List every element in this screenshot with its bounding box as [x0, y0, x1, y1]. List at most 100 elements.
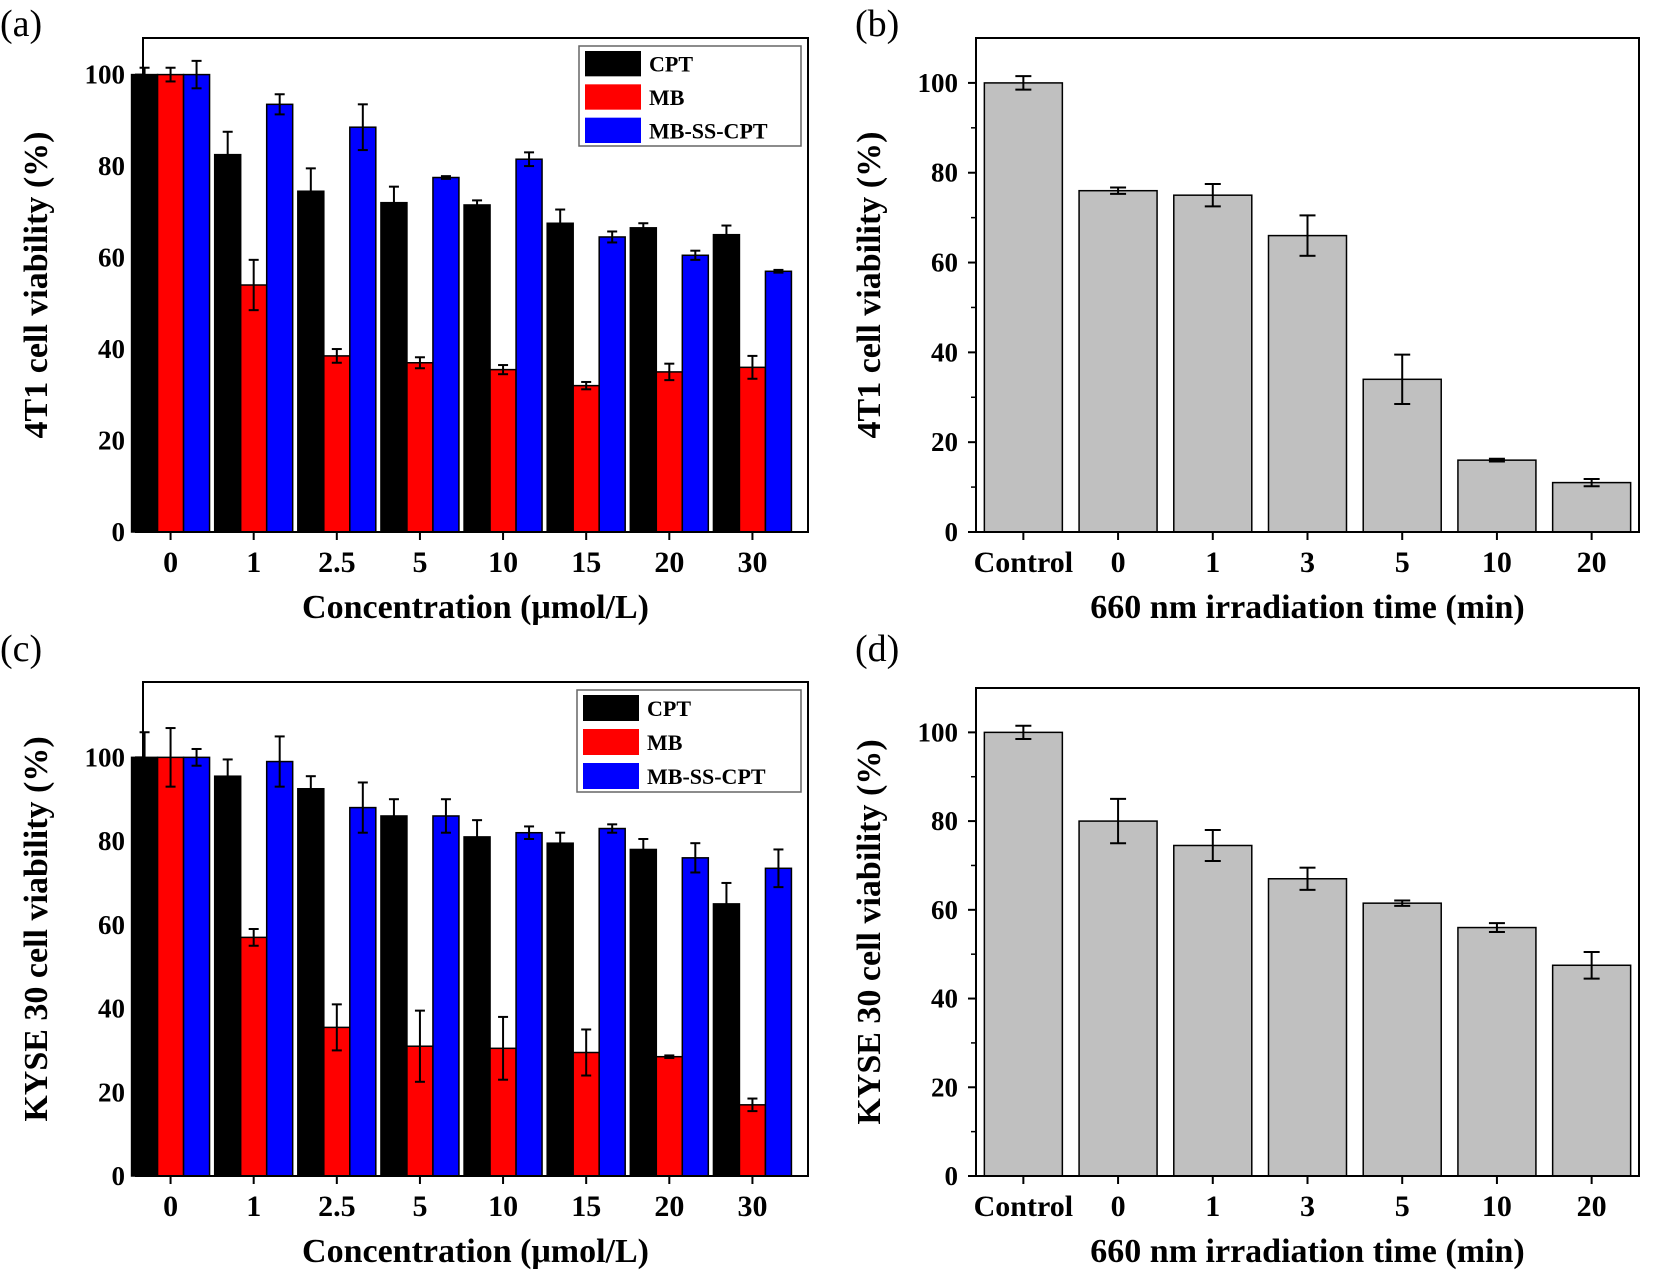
bar-viability-3 [1267, 234, 1348, 533]
x-axis-label: 660 nm irradiation time (min) [1090, 589, 1524, 626]
panel-a: (a) 0 1 2.5 5 10 15 20 30 0 20 40 60 80 100 Concentrati… [0, 3, 809, 626]
bar-mb-1 [239, 936, 268, 1177]
bar-viability-1 [1173, 844, 1253, 1177]
bar-mb-ss-cpt-0 [182, 756, 211, 1177]
legend-swatch-mb [585, 84, 641, 110]
bar-viability-3 [1267, 878, 1348, 1177]
y-tick-label: 0 [945, 1161, 959, 1191]
bar-cpt-1 [213, 153, 242, 533]
bar-mb-1 [239, 284, 268, 533]
bar-mb-ss-cpt-30 [764, 867, 793, 1177]
bar-cpt-5 [380, 815, 408, 1177]
y-tick-label: 40 [98, 334, 125, 364]
x-tick-label: 0 [1111, 546, 1126, 579]
x-tick-label: 30 [737, 1190, 767, 1223]
plot-frame [142, 681, 809, 1177]
x-axis-label: Concentration (μmol/L) [302, 589, 649, 626]
bar-viability-0 [1078, 189, 1158, 533]
y-tick-label: 60 [98, 910, 125, 940]
legend-label: MB [649, 85, 685, 110]
bar-cpt-1 [213, 775, 242, 1177]
panel-letter: (b) [855, 3, 899, 45]
bar-viability-control [983, 731, 1064, 1177]
bar-mb-30 [738, 366, 767, 533]
y-tick-label: 80 [98, 826, 125, 856]
bar-cpt-10 [463, 836, 491, 1177]
x-tick-label: 5 [412, 546, 427, 579]
y-tick-label: 20 [931, 1072, 958, 1102]
x-tick-label: 2.5 [318, 1190, 356, 1223]
panel-letter: (a) [0, 3, 42, 45]
y-axis-label: 4T1 cell viability (%) [851, 132, 888, 439]
x-tick-label: 20 [654, 1190, 684, 1223]
bar-mb-ss-cpt-5 [432, 815, 460, 1177]
x-tick-label: 30 [737, 546, 767, 579]
bar-mb-15 [572, 384, 600, 533]
legend: CPT MB MB-SS-CPT [578, 45, 802, 147]
bar-cpt-2.5 [297, 788, 325, 1177]
y-tick-label: 60 [931, 248, 958, 278]
legend-label: MB-SS-CPT [649, 118, 768, 143]
bar-mb-ss-cpt-2.5 [349, 806, 377, 1177]
x-tick-label: 15 [571, 1190, 601, 1223]
bar-mb-20 [655, 371, 684, 533]
bar-mb-ss-cpt-15 [598, 236, 626, 533]
bar-mb-ss-cpt-5 [432, 176, 460, 533]
bar-mb-2.5 [323, 355, 351, 533]
bar-cpt-5 [380, 201, 408, 533]
x-axis-label: Concentration (μmol/L) [302, 1233, 649, 1270]
bar-cpt-15 [546, 222, 574, 533]
y-tick-label: 60 [931, 895, 958, 925]
bar-mb-10 [489, 368, 517, 533]
bar-viability-1 [1173, 194, 1253, 533]
legend-swatch-mb [583, 729, 639, 755]
bar-mb-ss-cpt-1 [265, 760, 294, 1177]
legend-swatch-cpt [585, 51, 641, 77]
x-tick-label: 3 [1300, 1190, 1315, 1223]
bar-viability-20 [1551, 964, 1632, 1177]
y-axis-label: KYSE 30 cell viability (%) [18, 736, 55, 1121]
bar-viability-10 [1457, 926, 1537, 1177]
x-tick-label: 1 [246, 1190, 261, 1223]
x-tick-label: Control [974, 546, 1073, 579]
plot-frame [142, 37, 809, 533]
x-tick-label: 15 [571, 546, 601, 579]
bar-cpt-20 [629, 848, 658, 1177]
y-tick-label: 80 [98, 151, 125, 181]
bar-viability-20 [1551, 481, 1632, 533]
bar-cpt-0 [130, 756, 159, 1177]
legend-swatch-cpt [583, 695, 639, 721]
x-tick-label: 10 [488, 1190, 518, 1223]
y-tick-label: 60 [98, 243, 125, 273]
bar-mb-0 [156, 73, 185, 533]
y-tick-label: 100 [918, 68, 959, 98]
plot-frame [975, 687, 1640, 1177]
y-tick-label: 0 [112, 517, 126, 547]
panel-letter: (c) [0, 628, 42, 670]
plot-frame [975, 37, 1640, 533]
legend-label: CPT [649, 52, 693, 77]
x-tick-label: 20 [654, 546, 684, 579]
legend-label: CPT [647, 696, 691, 721]
bar-mb-ss-cpt-2.5 [349, 126, 377, 533]
legend-label: MB [647, 730, 683, 755]
legend: CPT MB MB-SS-CPT [576, 689, 802, 793]
y-tick-label: 80 [931, 806, 958, 836]
x-tick-label: 10 [1482, 546, 1512, 579]
x-tick-label: 0 [1111, 1190, 1126, 1223]
bar-viability-0 [1078, 820, 1158, 1177]
bar-cpt-2.5 [297, 190, 325, 533]
y-tick-label: 20 [98, 1077, 125, 1107]
bar-mb-ss-cpt-10 [515, 158, 543, 533]
bar-cpt-30 [712, 233, 741, 533]
x-tick-label: 2.5 [318, 546, 356, 579]
bar-cpt-20 [629, 227, 658, 533]
x-tick-label: 5 [412, 1190, 427, 1223]
x-tick-label: 20 [1577, 1190, 1607, 1223]
x-tick-label: 1 [1205, 546, 1220, 579]
legend-swatch-mb-ss-cpt [583, 763, 639, 789]
panel-letter: (d) [855, 628, 899, 670]
bar-mb-5 [406, 362, 434, 533]
bar-viability-5 [1362, 902, 1442, 1177]
bar-cpt-30 [712, 903, 741, 1177]
